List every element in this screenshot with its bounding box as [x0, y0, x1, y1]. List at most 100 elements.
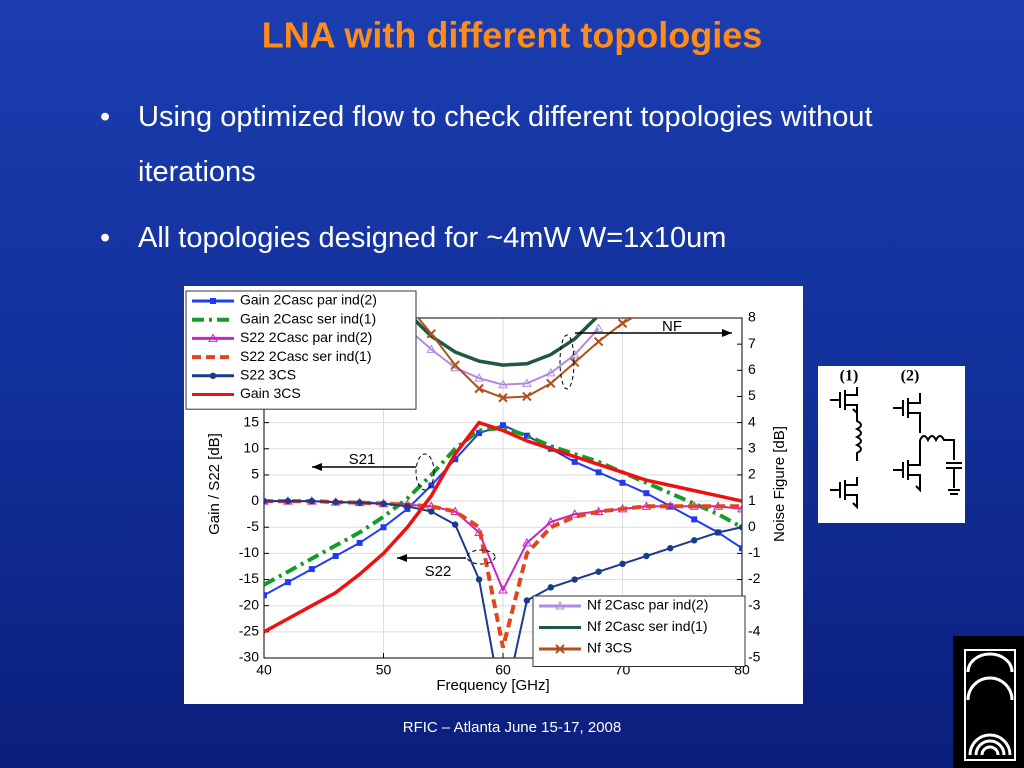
marker — [452, 456, 459, 463]
marker — [595, 469, 602, 476]
marker — [619, 560, 626, 568]
legend-label: Gain 2Casc ser ind(1) — [240, 310, 376, 326]
schematic-label: (2) — [901, 368, 920, 385]
legend-label: S22 3CS — [240, 367, 296, 383]
marker — [546, 378, 556, 389]
y-tick-label: 0 — [251, 492, 259, 508]
marker — [264, 592, 267, 599]
marker — [356, 539, 363, 546]
footer: RFIC – Atlanta June 15-17, 2008 — [403, 719, 621, 736]
marker — [476, 430, 483, 437]
y2-tick-label: 1 — [748, 492, 756, 508]
legend-label: Gain 2Casc par ind(2) — [240, 292, 377, 308]
slide-title: LNA with different topologies — [262, 15, 763, 56]
legend-label: S22 2Casc ser ind(1) — [240, 348, 372, 364]
y2-tick-label: 3 — [748, 439, 756, 455]
marker — [450, 360, 460, 370]
marker — [691, 537, 698, 544]
marker — [498, 379, 508, 389]
marker — [500, 422, 506, 429]
y2-tick-label: -5 — [748, 649, 761, 665]
annotation-ellipse — [415, 453, 435, 491]
legend-label: Nf 2Casc ser ind(1) — [587, 618, 708, 634]
legend-box — [532, 595, 746, 667]
marker — [545, 367, 556, 377]
legend-label: Gain 3CS — [240, 385, 301, 401]
arrow-head — [722, 329, 732, 337]
marker — [522, 378, 532, 387]
y-axis-label: Gain / S22 [dB] — [206, 433, 223, 535]
bullet: Using optimized flow to check different … — [138, 101, 873, 188]
series-line — [264, 500, 742, 658]
y2-tick-label: -4 — [748, 623, 761, 639]
marker — [617, 318, 628, 328]
y2-tick-label: -1 — [748, 544, 761, 560]
marker — [571, 458, 578, 465]
marker — [571, 576, 578, 583]
schematic-label: (1) — [840, 368, 859, 385]
legend-box — [185, 290, 417, 410]
marker — [714, 529, 722, 536]
y2-tick-label: 2 — [748, 466, 756, 482]
series-line — [264, 425, 742, 587]
y-tick-label: -15 — [239, 570, 259, 586]
marker — [332, 498, 339, 506]
marker — [593, 336, 604, 347]
marker — [569, 349, 580, 359]
marker — [426, 328, 437, 339]
marker — [643, 490, 650, 497]
series-line — [264, 420, 742, 634]
annotation: S21 — [349, 451, 376, 468]
marker — [593, 323, 604, 332]
annotation-ellipse — [559, 334, 575, 390]
y2-tick-label: 7 — [748, 335, 756, 351]
logo — [953, 636, 1024, 768]
marker — [474, 383, 484, 394]
arrow-head — [397, 554, 407, 562]
y2-tick-label: 5 — [748, 387, 756, 403]
marker — [380, 524, 387, 531]
legend-label: Nf 2Casc par ind(2) — [587, 597, 708, 613]
legend-label: Nf 3CS — [587, 640, 632, 656]
marker — [738, 524, 742, 531]
marker — [569, 357, 580, 368]
x-tick-label: 60 — [495, 662, 511, 678]
marker — [356, 499, 363, 506]
marker — [209, 372, 217, 379]
bullet-dot: • — [100, 222, 111, 254]
marker — [428, 482, 435, 489]
y2-tick-label: 6 — [748, 361, 756, 377]
x-tick-label: 40 — [256, 662, 272, 678]
legend-label: S22 2Casc par ind(2) — [240, 329, 372, 345]
marker — [264, 497, 268, 505]
series-line — [264, 499, 742, 649]
marker — [498, 584, 508, 594]
marker — [522, 391, 532, 402]
plot: 40 50 60 70 80-30-25-20-15-10-5051015-5-4-3-… — [185, 290, 788, 694]
bullet: All topologies designed for ~4mW W=1x10u… — [138, 222, 727, 254]
bullet-dot: • — [100, 101, 111, 133]
annotation-ellipse — [466, 549, 496, 565]
marker — [739, 545, 742, 552]
annotation: S22 — [425, 563, 452, 580]
marker — [210, 298, 216, 304]
marker — [595, 568, 602, 575]
y-tick-label: 5 — [251, 466, 259, 482]
marker — [332, 553, 339, 559]
y-tick-label: -25 — [239, 623, 259, 639]
marker — [474, 373, 484, 382]
y2-tick-label: -3 — [748, 596, 761, 612]
marker — [475, 576, 483, 583]
marker — [308, 566, 315, 573]
y2-tick-label: 4 — [748, 413, 756, 429]
marker — [498, 393, 508, 403]
series-line — [406, 327, 600, 386]
plot-frame — [263, 317, 743, 659]
marker — [523, 597, 531, 604]
marker — [284, 497, 292, 505]
x-tick-label: 50 — [376, 662, 392, 678]
marker — [523, 432, 530, 439]
x-axis-label: Frequency [GHz] — [436, 677, 549, 694]
